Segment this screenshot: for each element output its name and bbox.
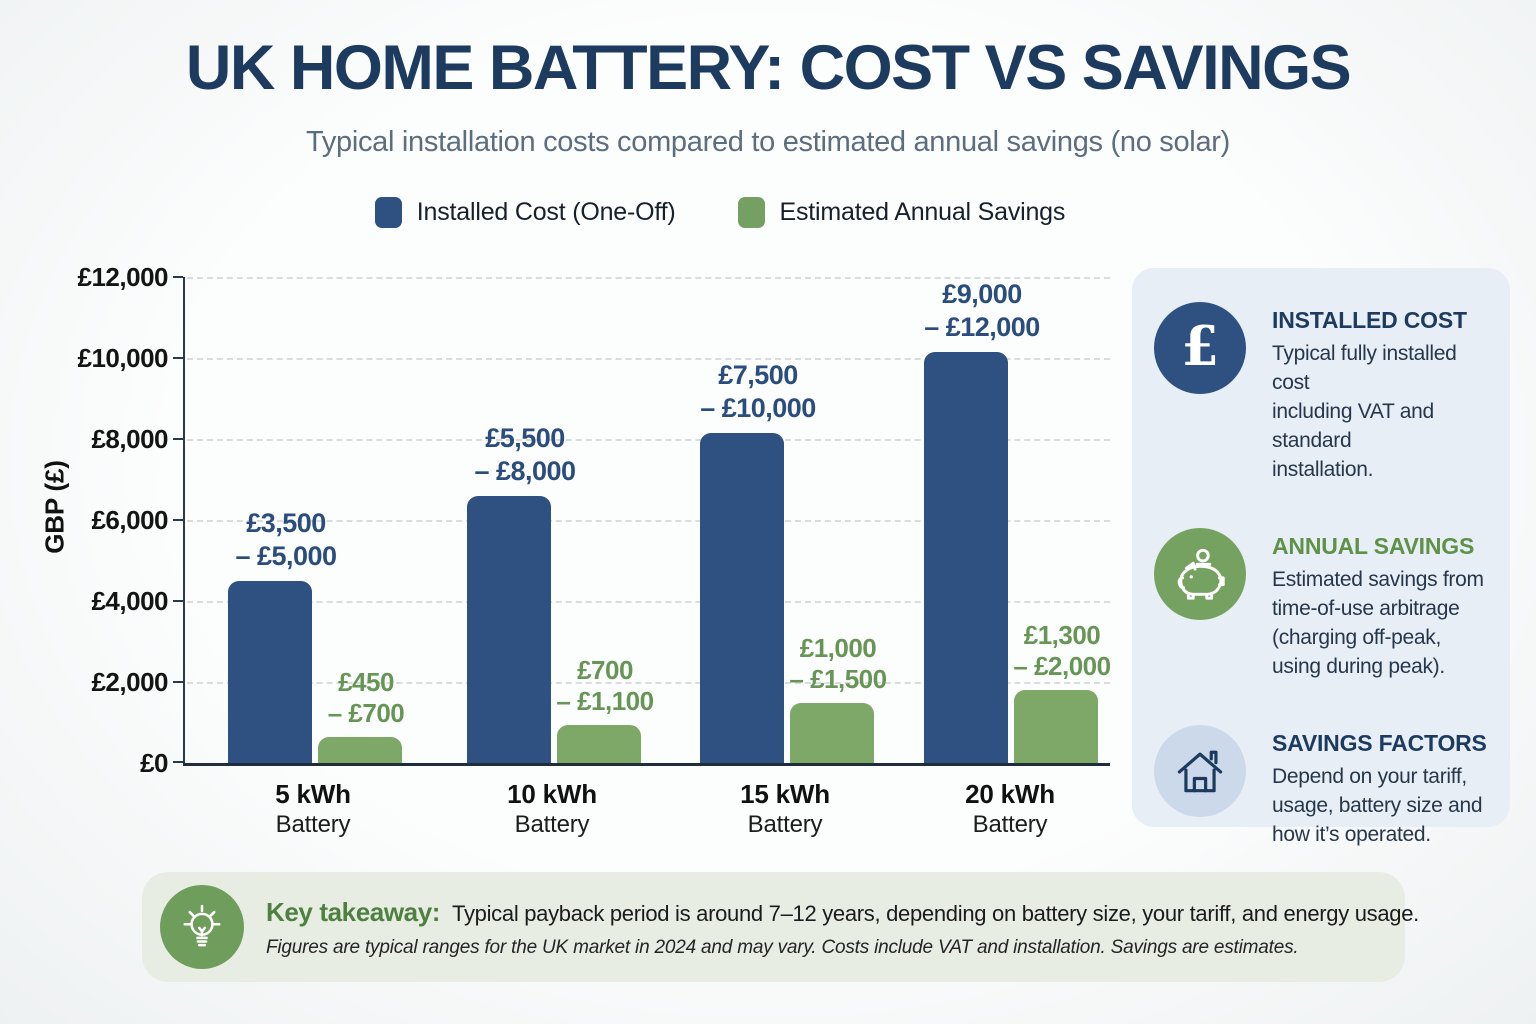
card-title-savings-factors: SAVINGS FACTORS [1272,730,1487,756]
savings-swatch-icon [737,197,765,228]
info-sidebar: £ INSTALLED COST Typical fully installed… [1132,268,1510,846]
cost-range-label-20kwh: £9,000– £12,000 [924,279,1040,342]
cost-range-label-10kwh: £5,500– £8,000 [474,423,576,486]
bar-chart-plot-area: £3,500– £5,000 £450– £700 £5,500– £8,000… [183,277,1111,766]
y-tick-6000: £6,000 [91,505,168,535]
savings-range-label-10kwh: £700– £1,100 [556,655,654,716]
card-body-annual-savings: Estimated savings from time-of-use arbit… [1272,568,1484,678]
y-tick-2000: £2,000 [91,667,168,697]
footer-disclaimer: Figures are typical ranges for the UK ma… [266,937,1299,958]
piggy-bank-icon [1154,528,1246,620]
page-title: UK HOME BATTERY: COST VS SAVINGS [185,33,1352,103]
savings-bar-20kwh [1014,690,1098,763]
savings-range-label-20kwh: £1,300– £2,000 [1013,620,1111,681]
cost-range-label-5kwh: £3,500– £5,000 [235,508,337,571]
cost-bar-20kwh [924,352,1008,763]
card-title-installed-cost: INSTALLED COST [1272,307,1467,333]
cost-range-label-15kwh: £7,500– £10,000 [700,360,816,423]
x-label-5kwh: 5 kWh Battery [275,779,351,838]
gridline-4000 [187,601,1110,603]
pound-icon: £ [1154,302,1246,394]
y-tick-mark [173,761,183,763]
y-tick-mark [173,357,183,359]
x-axis-line [183,763,1110,766]
y-tick-8000: £8,000 [91,424,168,454]
page-subtitle: Typical installation costs compared to e… [306,126,1230,158]
legend-item-installed-cost: Installed Cost (One-Off) [374,197,676,228]
cost-swatch-icon [374,197,402,228]
cost-bar-15kwh [700,433,784,763]
y-tick-mark [173,600,183,602]
savings-range-label-5kwh: £450– £700 [327,667,405,728]
savings-bar-5kwh [318,737,402,763]
y-tick-mark [173,276,183,278]
card-body-savings-factors: Depend on your tariff, usage, battery si… [1272,765,1483,846]
y-tick-mark [173,438,183,440]
house-icon [1154,725,1246,817]
y-tick-mark [173,519,183,521]
installed-cost-card: £ INSTALLED COST Typical fully installed… [1154,302,1490,484]
gridline-10000 [187,358,1110,360]
card-title-annual-savings: ANNUAL SAVINGS [1272,533,1475,559]
y-axis-line [183,277,185,763]
x-label-20kwh: 20 kWh Battery [965,779,1055,838]
y-tick-mark [173,681,183,683]
savings-bar-15kwh [790,703,874,763]
savings-factors-card: SAVINGS FACTORS Depend on your tariff, u… [1154,725,1490,849]
savings-range-label-15kwh: £1,000– £1,500 [789,633,887,694]
gridline-8000 [187,439,1110,441]
y-tick-4000: £4,000 [91,586,168,616]
lightbulb-icon [160,885,244,969]
legend-item-annual-savings: Estimated Annual Savings [737,197,1066,228]
savings-bar-10kwh [557,725,641,763]
legend-label-savings: Estimated Annual Savings [779,198,1066,226]
card-body-installed-cost: Typical fully installed cost including V… [1272,342,1457,481]
chart-legend: Installed Cost (One-Off) Estimated Annua… [0,197,1440,228]
takeaway-text: Typical payback period is around 7–12 ye… [452,901,1419,926]
cost-bar-5kwh [228,581,312,763]
x-label-15kwh: 15 kWh Battery [740,779,830,838]
x-label-10kwh: 10 kWh Battery [507,779,597,838]
cost-bar-10kwh [467,496,551,763]
gridline-6000 [187,520,1110,522]
annual-savings-card: ANNUAL SAVINGS Estimated savings from ti… [1154,528,1490,681]
legend-label-cost: Installed Cost (One-Off) [416,198,676,226]
y-tick-0: £0 [140,748,168,778]
y-tick-10000: £10,000 [77,343,169,373]
takeaway-label: Key takeaway: [266,897,441,927]
y-tick-12000: £12,000 [77,262,169,292]
gridline-12000 [187,277,1110,279]
key-takeaway-banner: Key takeaway: Typical payback period is a… [142,872,1419,982]
gridline-2000 [187,682,1110,684]
